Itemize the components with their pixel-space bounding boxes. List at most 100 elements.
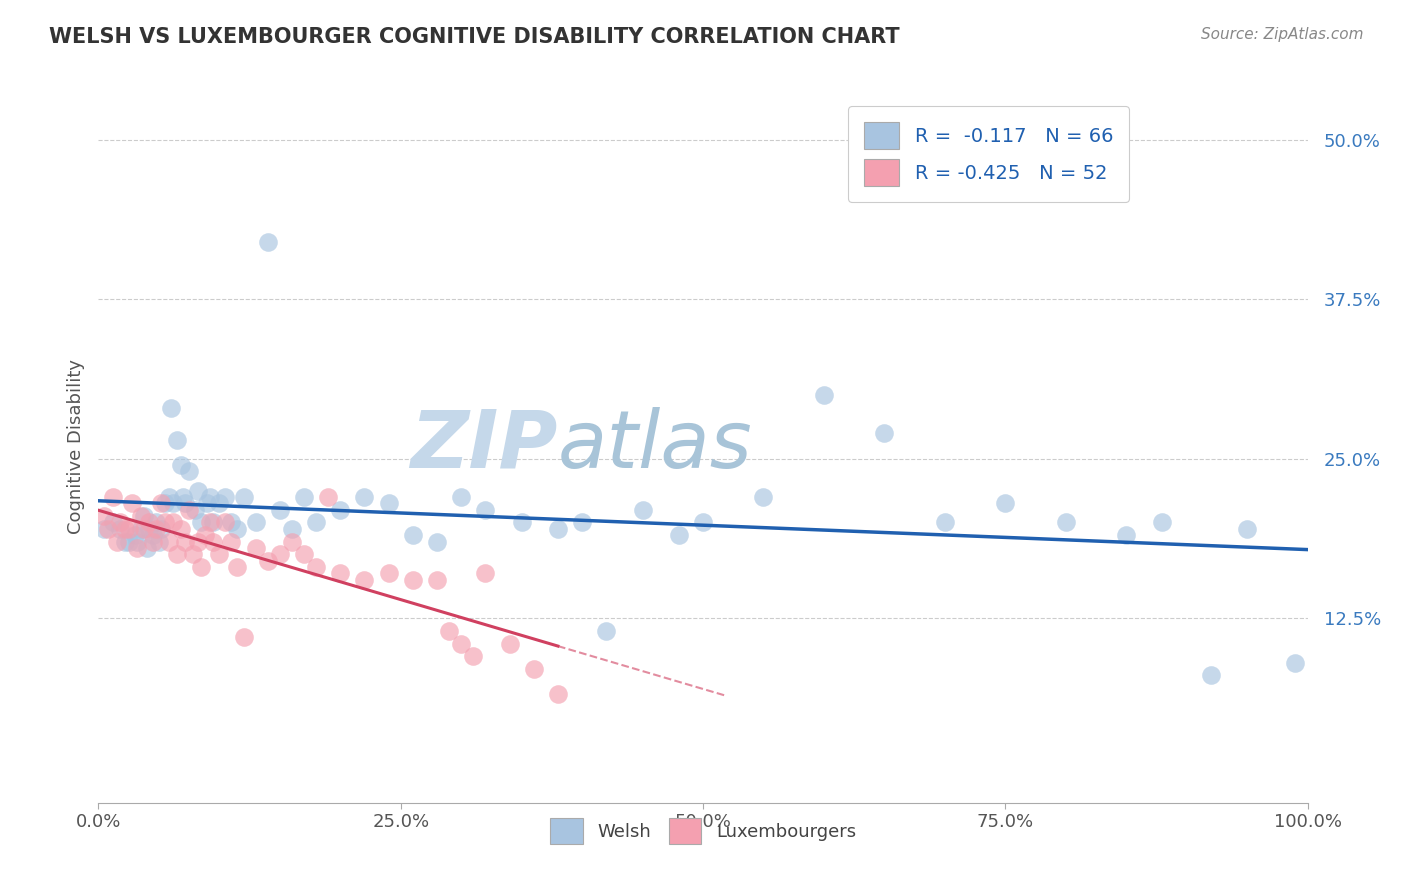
Point: [474, 566, 496, 581]
Point: [134, 509, 156, 524]
Point: [595, 624, 617, 638]
Point: [127, 534, 149, 549]
Point: [174, 496, 197, 510]
Point: [226, 522, 249, 536]
Point: [194, 528, 217, 542]
Point: [450, 636, 472, 650]
Point: [187, 483, 209, 498]
Point: [181, 547, 204, 561]
Point: [134, 522, 156, 536]
Point: [195, 496, 218, 510]
Point: [114, 522, 136, 536]
Point: [752, 490, 775, 504]
Point: [226, 560, 249, 574]
Point: [450, 490, 472, 504]
Point: [547, 688, 569, 702]
Point: [305, 560, 328, 574]
Point: [142, 528, 165, 542]
Point: [510, 516, 533, 530]
Point: [631, 502, 654, 516]
Point: [463, 649, 485, 664]
Point: [162, 496, 184, 510]
Point: [145, 516, 167, 530]
Point: [101, 516, 124, 530]
Point: [169, 458, 191, 472]
Point: [153, 516, 176, 530]
Point: [498, 636, 520, 650]
Point: [232, 630, 254, 644]
Point: [145, 522, 167, 536]
Point: [184, 502, 207, 516]
Point: [1236, 522, 1258, 536]
Point: [1199, 668, 1222, 682]
Point: [1284, 656, 1306, 670]
Point: [329, 566, 352, 581]
Point: [198, 490, 221, 504]
Point: [1115, 528, 1137, 542]
Point: [174, 534, 197, 549]
Point: [129, 509, 152, 524]
Point: [166, 547, 188, 561]
Point: [426, 573, 449, 587]
Point: [813, 388, 835, 402]
Point: [292, 490, 315, 504]
Point: [198, 516, 221, 530]
Text: atlas: atlas: [558, 407, 752, 485]
Point: [316, 490, 339, 504]
Point: [214, 490, 236, 504]
Point: [179, 502, 201, 516]
Point: [150, 522, 173, 536]
Point: [221, 534, 243, 549]
Point: [93, 522, 115, 536]
Point: [118, 534, 141, 549]
Point: [353, 490, 375, 504]
Point: [105, 534, 128, 549]
Point: [426, 534, 449, 549]
Point: [269, 547, 291, 561]
Point: [571, 516, 593, 530]
Point: [190, 560, 212, 574]
Point: [179, 465, 201, 479]
Point: [93, 509, 115, 524]
Point: [305, 516, 328, 530]
Point: [97, 522, 120, 536]
Point: [150, 496, 173, 510]
Point: [124, 528, 146, 542]
Point: [160, 401, 183, 415]
Point: [1152, 516, 1174, 530]
Point: [377, 496, 399, 510]
Point: [108, 516, 131, 530]
Point: [256, 554, 278, 568]
Point: [692, 516, 714, 530]
Text: WELSH VS LUXEMBOURGER COGNITIVE DISABILITY CORRELATION CHART: WELSH VS LUXEMBOURGER COGNITIVE DISABILI…: [49, 27, 900, 46]
Y-axis label: Cognitive Disability: Cognitive Disability: [66, 359, 84, 533]
Point: [101, 490, 124, 504]
Point: [281, 522, 304, 536]
Point: [202, 534, 225, 549]
Point: [377, 566, 399, 581]
Point: [402, 528, 425, 542]
Point: [245, 541, 267, 555]
Point: [994, 496, 1017, 510]
Point: [108, 522, 131, 536]
Point: [437, 624, 460, 638]
Point: [245, 516, 267, 530]
Point: [172, 490, 194, 504]
Point: [474, 502, 496, 516]
Point: [121, 496, 143, 510]
Point: [292, 547, 315, 561]
Point: [523, 662, 546, 676]
Point: [232, 490, 254, 504]
Point: [269, 502, 291, 516]
Point: [934, 516, 956, 530]
Point: [202, 516, 225, 530]
Point: [169, 522, 191, 536]
Point: [873, 426, 896, 441]
Point: [256, 235, 278, 249]
Point: [547, 522, 569, 536]
Point: [118, 522, 141, 536]
Point: [162, 516, 184, 530]
Point: [1054, 516, 1077, 530]
Legend: Welsh, Luxembourgers: Welsh, Luxembourgers: [543, 811, 863, 851]
Point: [157, 490, 180, 504]
